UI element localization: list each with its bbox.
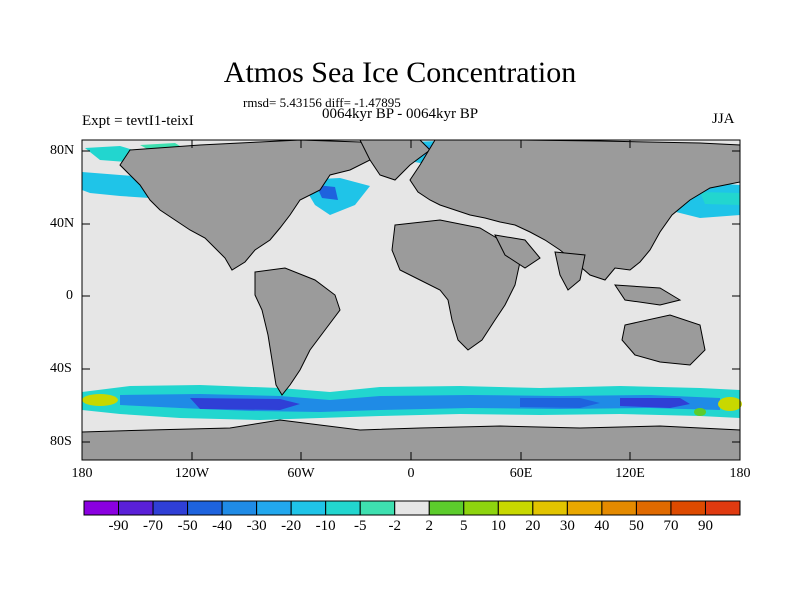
axis-ticks	[81, 140, 741, 460]
colorbar-label: -20	[281, 518, 302, 534]
colorbar-label: -40	[212, 518, 233, 534]
colorbar-swatch	[290, 500, 327, 516]
colorbar-swatch	[532, 500, 568, 516]
colorbar-label: 70	[663, 518, 679, 534]
colorbar-swatch	[359, 500, 396, 516]
lon-label-120e: 120E	[615, 466, 645, 481]
colorbar-label: -5	[353, 518, 367, 534]
colorbar-label: -50	[177, 518, 198, 534]
page-title: Atmos Sea Ice Concentration	[223, 56, 577, 89]
lon-label-120w: 120W	[174, 466, 210, 481]
colorbar-swatch	[704, 500, 741, 516]
colorbar-label: 40	[594, 518, 610, 534]
lat-label-0: 0	[66, 288, 73, 303]
colorbar-swatch	[256, 500, 292, 516]
indonesia	[614, 284, 682, 306]
south-america	[254, 267, 341, 396]
colorbar-swatch	[670, 500, 706, 516]
colorbar-swatch	[463, 500, 499, 516]
arabia	[494, 234, 541, 269]
colorbar-swatch	[566, 500, 603, 516]
colorbar-label: 10	[490, 518, 506, 534]
colorbar-swatch	[152, 500, 189, 516]
land	[81, 139, 741, 461]
period-text: 0064kyr BP - 0064kyr BP	[322, 106, 479, 122]
stats-text: rmsd= 5.43156 diff= -1.47895	[243, 95, 401, 110]
colorbar-swatch	[394, 500, 430, 516]
experiment-label: Expt = tevtI1-teixI	[82, 113, 194, 129]
colorbar-swatch	[635, 500, 672, 516]
colorbar-label: -30	[246, 518, 267, 534]
colorbar-swatch	[187, 500, 223, 516]
antarctic-ice	[82, 385, 742, 420]
lon-label-60w: 60W	[287, 466, 315, 481]
colorbar-swatch	[428, 500, 465, 516]
colorbar-label: 90	[697, 518, 713, 534]
colorbar-label: 2	[425, 518, 434, 534]
colorbar-label: -2	[388, 518, 401, 534]
colorbar-label: 5	[460, 518, 468, 534]
lon-label-180w: 180	[71, 466, 93, 481]
colorbar-label: 30	[559, 518, 575, 534]
colorbar-swatch	[118, 500, 154, 516]
colorbar-swatch	[601, 500, 637, 516]
colorbar-swatch	[83, 500, 120, 516]
lat-label-40s: 40S	[50, 361, 72, 376]
lat-label-40n: 40N	[50, 216, 75, 231]
colorbar-label: -90	[108, 518, 129, 534]
lon-label-60e: 60E	[509, 466, 533, 481]
lon-label-180e: 180	[729, 466, 751, 481]
colorbar-label: -70	[143, 518, 164, 534]
colorbar-swatch	[325, 500, 361, 516]
australia	[621, 314, 706, 366]
colorbar-swatch	[497, 500, 534, 516]
colorbar-swatch	[221, 500, 258, 516]
lon-label-0: 0	[407, 466, 415, 481]
india	[554, 251, 586, 291]
colorbar-label: -10	[315, 518, 336, 534]
greenland	[359, 139, 431, 181]
colorbar-label: 20	[525, 518, 541, 534]
season-label: JJA	[712, 111, 735, 127]
lat-label-80n: 80N	[50, 143, 75, 158]
colorbar	[83, 500, 741, 516]
lat-label-80s: 80S	[50, 434, 72, 449]
colorbar-label: 50	[628, 518, 644, 534]
